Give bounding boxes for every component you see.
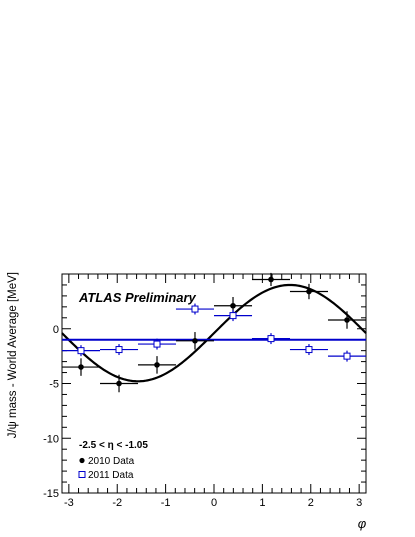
x-tick-label: 3 bbox=[356, 497, 362, 509]
data-point-2010 bbox=[61, 358, 101, 376]
selection-label: -2.5 < η < -1.05 bbox=[79, 440, 148, 451]
marker-filled-circle bbox=[192, 337, 198, 344]
marker-open-square bbox=[305, 346, 313, 354]
data-point-2011 bbox=[61, 345, 101, 357]
data-point-2010 bbox=[289, 283, 328, 300]
marker-filled-circle bbox=[344, 317, 350, 323]
x-tick-label: 0 bbox=[211, 497, 217, 509]
y-tick-label: -15 bbox=[43, 488, 59, 500]
data-point-2010 bbox=[327, 311, 367, 329]
legend-label-2011: 2011 Data bbox=[88, 470, 134, 481]
data-point-2011 bbox=[327, 350, 367, 362]
marker-filled-circle bbox=[306, 288, 312, 295]
experiment-label: ATLAS Preliminary bbox=[78, 290, 197, 305]
marker-open-square bbox=[343, 352, 351, 360]
x-tick-label: -1 bbox=[161, 497, 171, 509]
data-point-2011 bbox=[100, 344, 139, 356]
marker-filled-circle bbox=[230, 302, 236, 309]
data-point-2011 bbox=[251, 333, 291, 345]
legend-marker-2011 bbox=[78, 471, 86, 478]
y-tick-label: -10 bbox=[43, 433, 59, 445]
marker-filled-circle bbox=[268, 276, 274, 283]
x-tick-label: -3 bbox=[64, 497, 74, 509]
data-point-2010 bbox=[251, 272, 291, 287]
legend-label-2010: 2010 Data bbox=[88, 456, 135, 467]
data-point-2011 bbox=[289, 344, 328, 356]
y-tick-label: 0 bbox=[53, 324, 59, 336]
x-axis-label: φ bbox=[358, 516, 367, 531]
y-axis-label: J/ψ mass - World Average [MeV] bbox=[7, 272, 19, 438]
x-tick-label: 2 bbox=[308, 497, 314, 509]
marker-open-square bbox=[191, 305, 199, 313]
y-tick-label: -5 bbox=[49, 379, 59, 391]
data-point-2010 bbox=[175, 332, 214, 350]
data-point-2011 bbox=[137, 338, 177, 350]
x-tick-label: -2 bbox=[112, 497, 122, 509]
marker-filled-circle bbox=[116, 380, 122, 387]
marker-open-square bbox=[267, 335, 275, 343]
marker-open-square bbox=[77, 347, 85, 355]
x-tick-label: 1 bbox=[259, 497, 265, 509]
data-point-2010 bbox=[137, 356, 177, 374]
data-point-2010 bbox=[100, 374, 139, 393]
marker-filled-circle bbox=[78, 364, 84, 370]
marker-filled-circle bbox=[154, 362, 160, 368]
marker-open-square bbox=[153, 340, 161, 348]
legend-marker-2010 bbox=[79, 457, 85, 464]
marker-open-square bbox=[115, 346, 123, 354]
data-point-2011 bbox=[175, 303, 214, 315]
marker-open-square bbox=[229, 312, 237, 320]
data-point-2011 bbox=[214, 310, 253, 322]
